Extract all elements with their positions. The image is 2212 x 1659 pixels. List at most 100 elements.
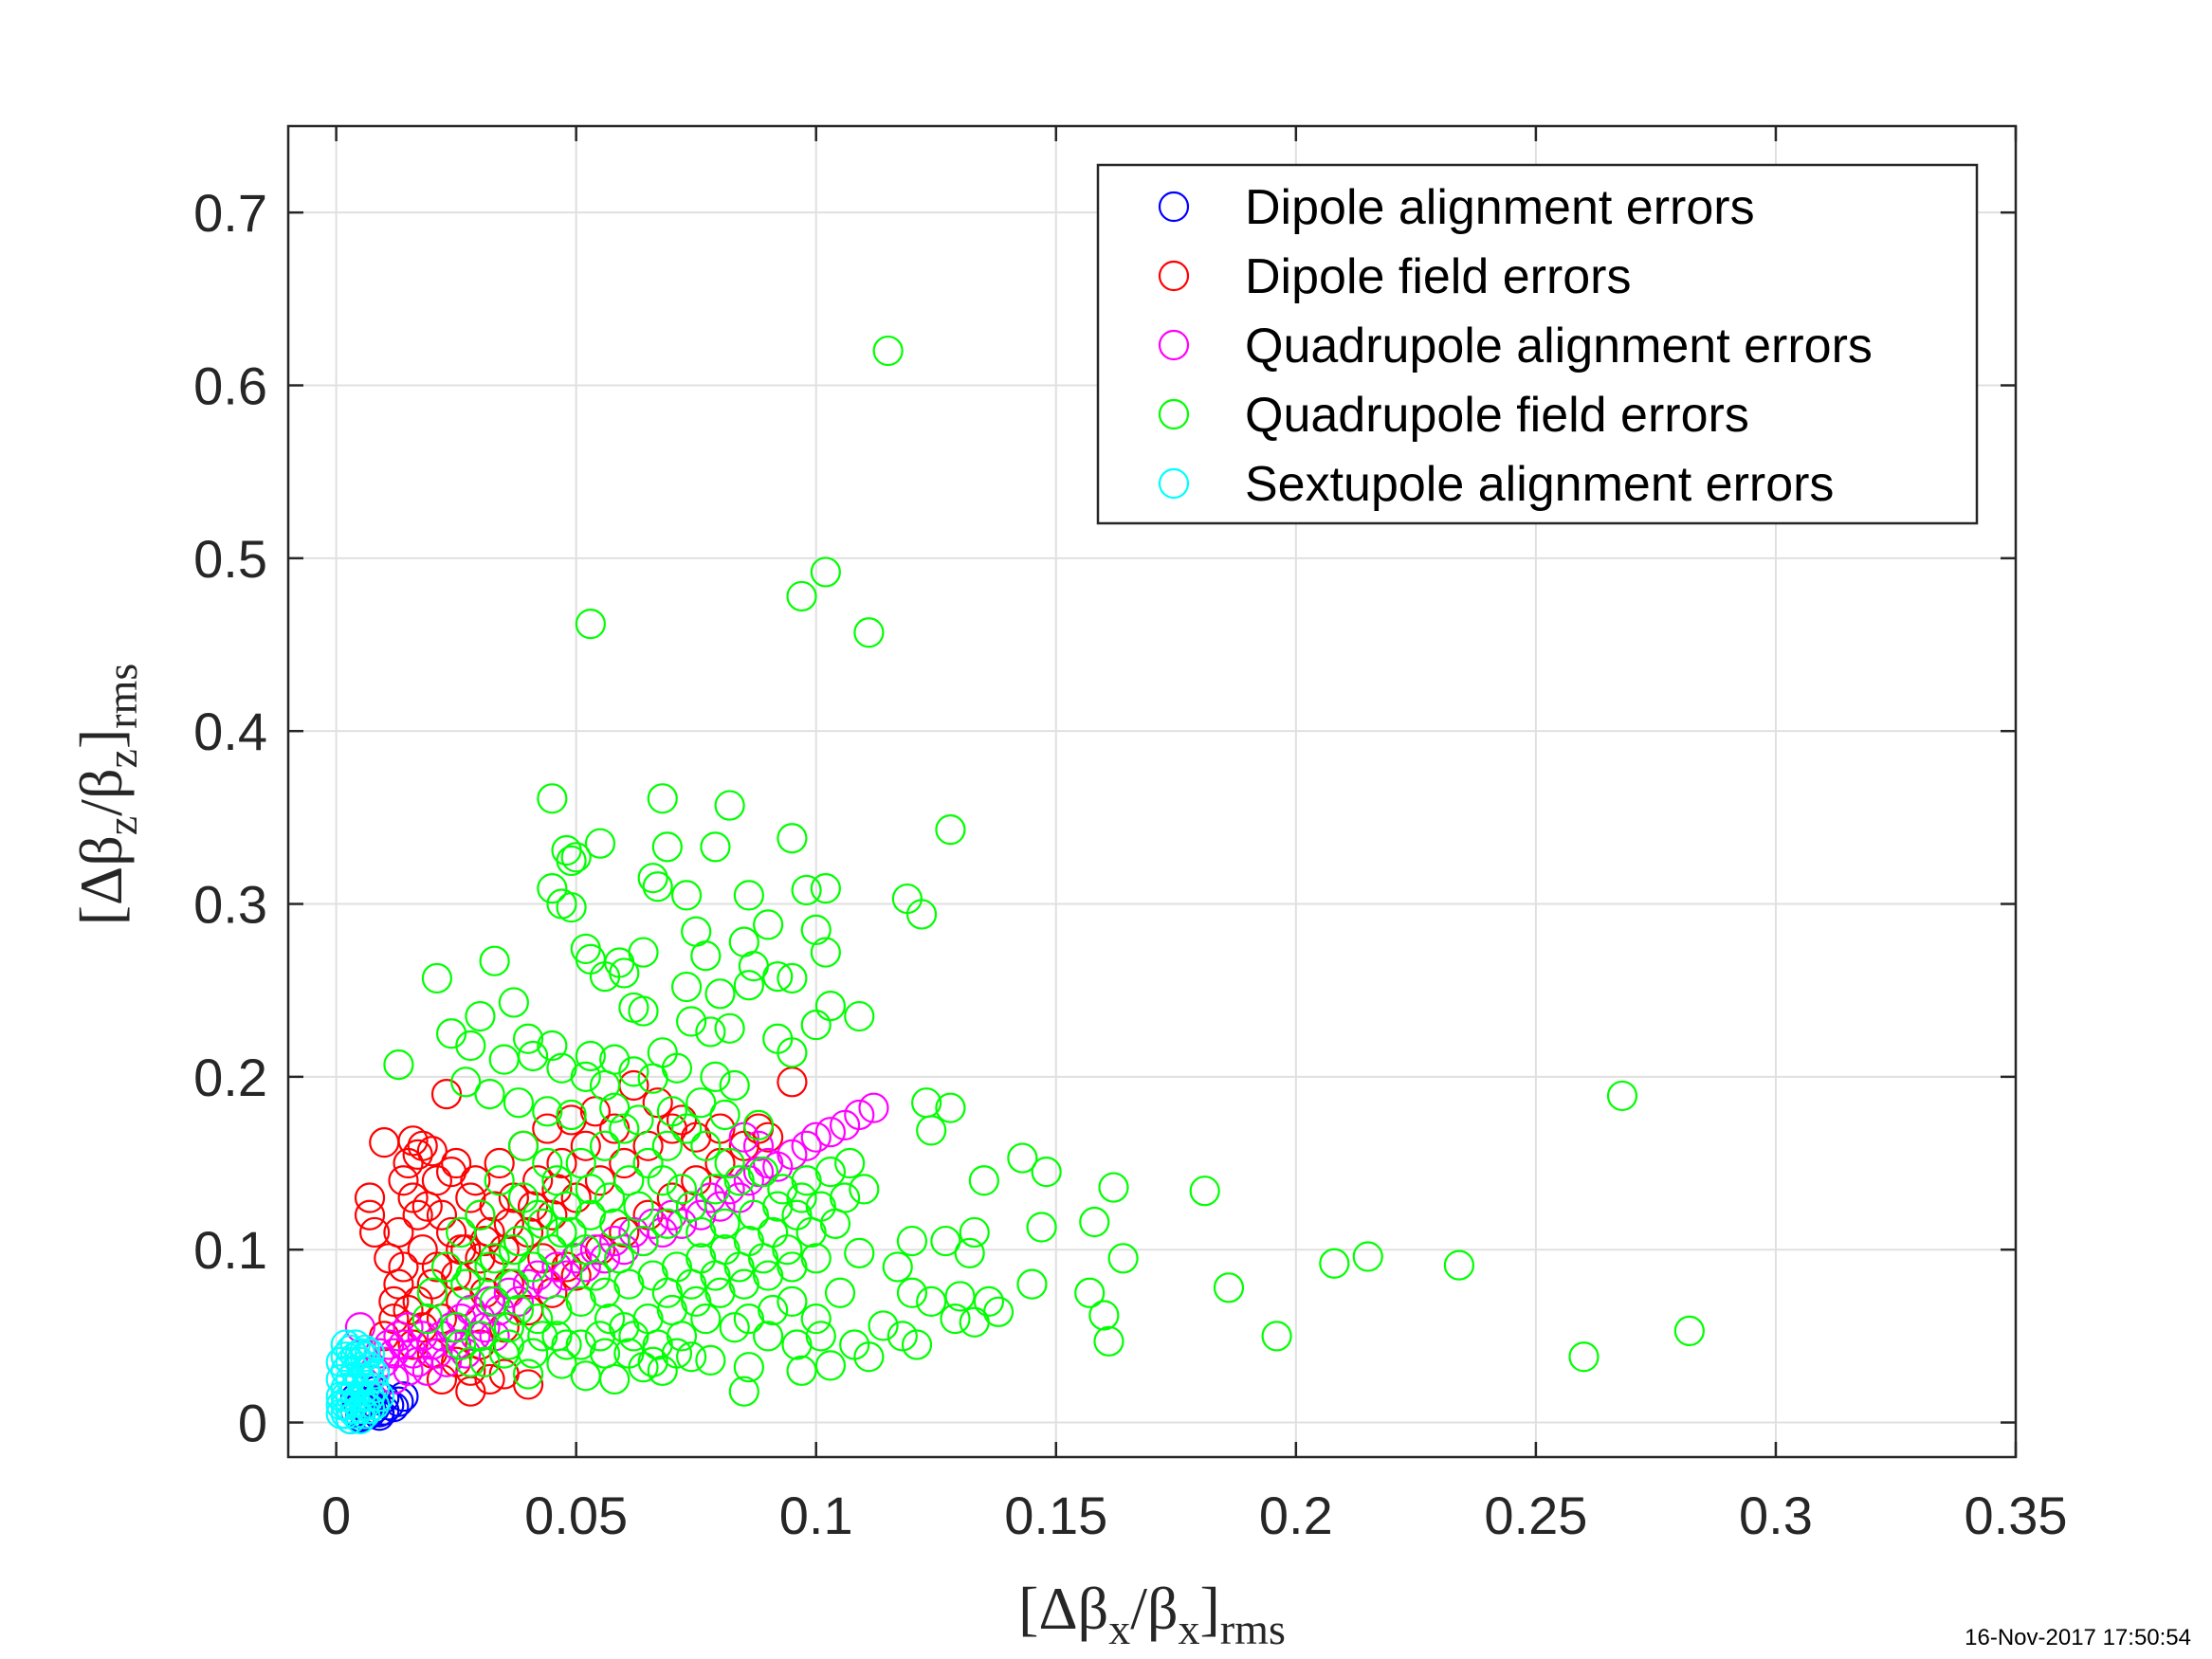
data-point — [700, 1260, 731, 1291]
data-point — [421, 1165, 452, 1196]
data-point — [493, 1277, 524, 1308]
data-point — [968, 1165, 999, 1196]
data-point — [747, 1157, 779, 1188]
data-point — [430, 1078, 463, 1110]
data-point — [887, 1321, 918, 1352]
data-point — [609, 1312, 640, 1343]
data-point — [758, 1294, 789, 1326]
data-point — [916, 1285, 947, 1317]
data-point — [618, 1056, 649, 1087]
data-point — [599, 1092, 631, 1123]
data-point — [944, 1281, 976, 1312]
data-point — [733, 1304, 764, 1335]
data-point — [896, 1277, 928, 1308]
data-point — [570, 1061, 601, 1092]
data-point — [584, 1321, 616, 1352]
data-point — [393, 1312, 424, 1343]
data-point — [518, 1191, 549, 1222]
data-point — [647, 1165, 678, 1196]
data-point — [853, 617, 885, 648]
data-point — [686, 1216, 717, 1249]
data-point — [709, 1208, 740, 1239]
data-point — [430, 1251, 463, 1283]
data-point — [325, 1363, 356, 1395]
data-point — [518, 1251, 549, 1283]
data-point — [935, 814, 966, 846]
legend-label: Dipole field errors — [1245, 249, 1632, 304]
y-axis-label-pre: [Δβ — [67, 835, 135, 925]
legend-marker — [1158, 191, 1190, 223]
data-point — [589, 1069, 621, 1102]
data-point — [354, 1352, 386, 1383]
data-point — [532, 1113, 563, 1144]
data-point — [518, 1338, 549, 1369]
data-point — [460, 1165, 491, 1196]
data-point — [791, 874, 822, 906]
data-point — [676, 1006, 707, 1037]
data-point — [935, 1092, 966, 1123]
data-point — [469, 1225, 501, 1257]
data-point — [670, 880, 703, 911]
data-point — [570, 1251, 601, 1283]
data-point — [623, 1191, 654, 1222]
data-point — [959, 1216, 990, 1249]
data-point — [714, 1012, 745, 1044]
data-point — [584, 828, 616, 859]
data-point — [651, 1208, 683, 1239]
data-point — [527, 1321, 558, 1352]
data-point — [503, 1087, 535, 1119]
data-point — [450, 1066, 482, 1098]
data-point — [700, 831, 731, 863]
legend-marker — [1158, 398, 1190, 430]
data-point — [700, 1174, 731, 1205]
data-point — [753, 909, 784, 940]
data-point — [666, 1104, 698, 1136]
data-point — [1007, 1142, 1038, 1174]
data-point — [954, 1237, 985, 1268]
data-point — [940, 1304, 971, 1335]
data-point — [642, 871, 673, 902]
data-point — [777, 823, 808, 854]
data-point — [537, 1199, 568, 1231]
data-point — [609, 1147, 640, 1179]
data-point — [1189, 1176, 1220, 1207]
data-point — [474, 1363, 505, 1395]
data-point — [349, 1334, 381, 1366]
y-tick-label: 0 — [238, 1394, 267, 1453]
data-point — [695, 1344, 726, 1376]
data-point — [742, 1130, 775, 1161]
legend-marker — [1158, 467, 1190, 500]
y-ticks: 0 0.1 0.2 0.3 0.4 0.5 0.6 0.7 — [193, 183, 2016, 1453]
data-point — [465, 1243, 496, 1274]
data-point — [872, 335, 904, 367]
data-point — [546, 1216, 577, 1249]
data-point — [575, 1199, 606, 1231]
data-point — [1098, 1172, 1129, 1203]
data-point — [556, 1099, 587, 1131]
data-point — [1107, 1243, 1139, 1274]
y-tick-label: 0.7 — [193, 183, 267, 243]
data-point — [479, 1285, 510, 1317]
timestamp: 16-Nov-2017 17:50:54 — [1965, 1625, 2191, 1650]
legend-label: Sextupole alignment errors — [1245, 457, 1834, 512]
data-point — [446, 1329, 477, 1360]
data-point — [844, 1099, 875, 1131]
data-point — [637, 863, 668, 894]
data-point — [651, 831, 683, 863]
data-point — [330, 1381, 361, 1413]
data-point — [383, 1216, 414, 1249]
data-point — [628, 937, 659, 968]
data-point — [819, 1208, 851, 1239]
data-point — [446, 1216, 477, 1249]
data-point — [589, 1130, 621, 1161]
x-tick-label: 0.3 — [1739, 1486, 1813, 1545]
series-quadrupole-field-errors — [383, 335, 1705, 1407]
data-point — [1673, 1315, 1705, 1346]
data-point — [651, 1130, 683, 1161]
data-point — [556, 892, 587, 923]
y-axis-label-sub3: rms — [98, 664, 146, 729]
data-point — [733, 1165, 764, 1196]
data-point — [834, 1147, 866, 1179]
data-point — [465, 1199, 496, 1231]
data-point — [397, 1329, 429, 1360]
